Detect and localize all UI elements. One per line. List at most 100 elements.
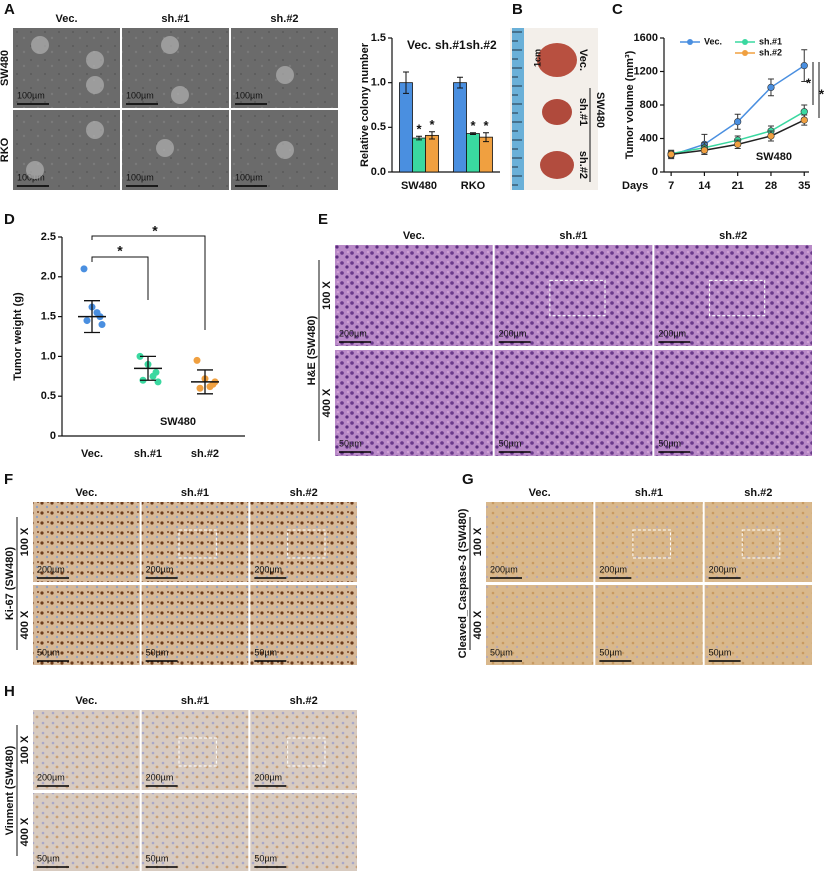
x-axis-label: Days — [622, 180, 648, 192]
micrograph — [250, 710, 357, 790]
zoom-box — [178, 529, 217, 559]
y-tick-label: 800 — [640, 99, 658, 111]
micrograph — [704, 502, 812, 582]
panel-label: C — [612, 1, 623, 18]
error-bar — [483, 132, 489, 143]
column-header: Vec. — [403, 230, 425, 242]
y-tick-label: 1200 — [634, 65, 658, 77]
scale-bar-label: 200µm — [37, 772, 65, 782]
point — [767, 132, 775, 140]
x-tick-label: sh.#2 — [191, 448, 219, 460]
column-header: sh.#1 — [559, 230, 587, 242]
point — [154, 378, 162, 386]
zoom-box — [709, 279, 766, 317]
panel-label: A — [4, 1, 15, 18]
zoom-box — [178, 737, 217, 767]
row-label: SW480 — [0, 50, 11, 86]
y-tick-label: 400 — [640, 132, 658, 144]
scale-bar-label: 50µm — [146, 853, 169, 863]
y-tick-label: 1.5 — [371, 32, 386, 44]
column-header: sh.#2 — [719, 230, 747, 242]
column-header: sh.#1 — [635, 487, 663, 499]
row-label: 400 X — [472, 610, 484, 639]
error-bar — [457, 76, 463, 89]
column-header: sh.#1 — [161, 13, 189, 25]
scale-bar-label: 200µm — [146, 564, 174, 574]
scale-bar-label: 200µm — [254, 564, 282, 574]
column-header: sh.#2 — [290, 695, 318, 707]
zoom-box — [741, 529, 781, 559]
micrograph — [494, 350, 653, 456]
column-header: sh.#1 — [181, 487, 209, 499]
scale-bar-label: 200µm — [490, 564, 518, 574]
panel-label: F — [4, 471, 13, 488]
significance: * — [152, 223, 158, 239]
zoom-box — [287, 529, 326, 559]
row-label: 100 X — [19, 527, 31, 556]
colony — [171, 86, 189, 104]
scale-bar-label: 50µm — [658, 438, 681, 448]
significance: * — [429, 117, 435, 132]
x-tick-label: sh.#1 — [134, 448, 162, 460]
scale-bar-label: 200µm — [146, 772, 174, 782]
row-label: 100 X — [19, 735, 31, 764]
legend-marker — [742, 39, 748, 45]
y-tick-label: 1600 — [634, 32, 658, 44]
sd-bar — [197, 369, 213, 395]
bar — [453, 82, 467, 173]
scale-bar-label: 50µm — [254, 647, 277, 657]
legend-marker — [687, 39, 693, 45]
y-tick-label: 2.5 — [41, 231, 56, 243]
stain-label: H&E (SW480) — [306, 315, 318, 385]
bar — [425, 134, 439, 173]
point — [767, 83, 775, 92]
colony — [161, 36, 179, 54]
x-tick-label: 7 — [668, 180, 674, 192]
micrograph — [33, 585, 140, 665]
scale-bar-label: 50µm — [146, 647, 169, 657]
point — [93, 309, 101, 317]
scale-bar-label: 100µm — [126, 172, 154, 182]
annotation: SW480 — [756, 151, 792, 163]
point — [196, 384, 204, 392]
panel-label: D — [4, 211, 15, 228]
scale-bar-label: 200µm — [499, 328, 527, 338]
scale-label: 1cm — [532, 49, 542, 67]
y-tick-label: 0.5 — [371, 121, 386, 133]
scale-bar-label: 50µm — [254, 853, 277, 863]
zoom-box — [287, 737, 326, 767]
sig-bracket — [91, 235, 206, 330]
stain-label: Vinment (SW480) — [4, 745, 16, 835]
micrograph — [654, 245, 812, 346]
x-tick-label: Vec. — [81, 448, 103, 460]
scale-bar-label: 100µm — [17, 90, 45, 100]
tumor-photo — [510, 28, 598, 190]
row-label: 100 X — [321, 280, 333, 309]
colony — [276, 66, 294, 84]
point — [800, 62, 808, 70]
scale-bar-label: 200µm — [599, 564, 627, 574]
micrograph — [141, 710, 249, 790]
error-bar — [416, 135, 422, 141]
row-label: RKO — [0, 137, 11, 162]
significance: * — [483, 118, 489, 133]
x-tick-label: 21 — [732, 180, 744, 192]
micrograph — [595, 585, 703, 665]
tumor-label: sh.#2 — [577, 151, 589, 179]
scale-bar-label: 200µm — [37, 564, 65, 574]
micrograph — [250, 502, 357, 582]
micrograph — [494, 245, 653, 346]
point — [80, 265, 88, 273]
y-axis-label: Tumor volume (mm³) — [624, 50, 636, 159]
y-axis-label: Tumor weight (g) — [12, 292, 24, 381]
point — [800, 116, 808, 124]
bar — [466, 133, 480, 173]
micrograph — [595, 502, 703, 582]
micrograph — [250, 793, 357, 871]
scale-bar-label: 50µm — [599, 647, 622, 657]
scale-bar-label: 100µm — [235, 90, 263, 100]
y-tick-label: 0.0 — [371, 166, 386, 178]
stain-label: Ki-67 (SW480) — [4, 546, 16, 620]
colony — [276, 141, 294, 159]
